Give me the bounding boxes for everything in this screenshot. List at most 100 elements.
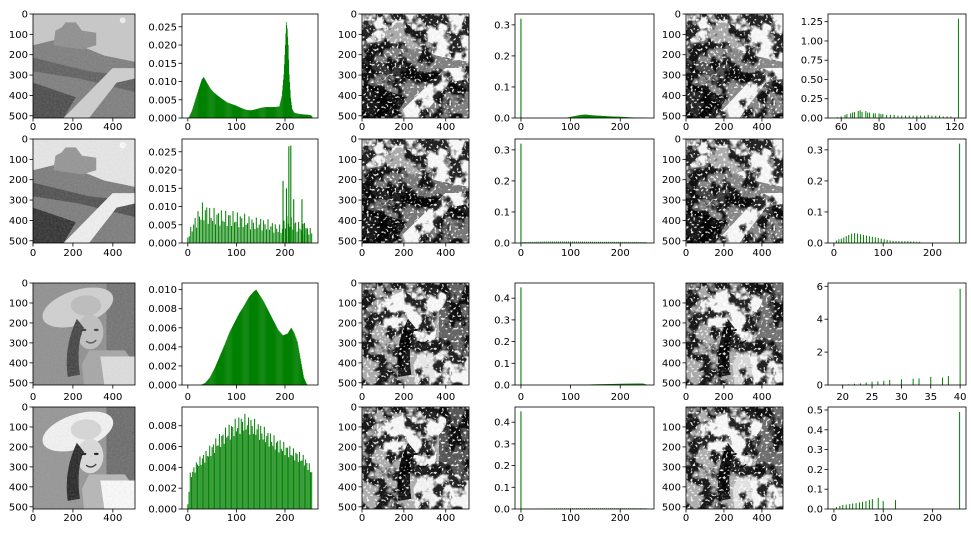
hist-bar: [189, 116, 190, 118]
hist-bar: [603, 116, 605, 118]
hist-bar: [621, 383, 623, 385]
hist-bar: [242, 308, 243, 385]
hist-bar: [288, 74, 290, 118]
hist-bar: [301, 369, 303, 385]
hist-bar: [261, 107, 263, 118]
w-quant-ytick: 500: [662, 111, 681, 122]
hist-bar: [617, 116, 619, 118]
hist-bar: [585, 114, 587, 118]
hist-bar: [307, 114, 309, 118]
hist-bar: [259, 295, 260, 385]
hist-bar: [637, 383, 639, 385]
hist-bar: [645, 242, 647, 243]
hist-spike: [520, 411, 522, 509]
w-eq-hist-bars: [187, 145, 313, 243]
hist-bar: [238, 107, 240, 118]
hist-bar: [641, 383, 642, 385]
hist-bar: [637, 508, 639, 509]
w-orig-ytick: 500: [9, 111, 28, 122]
w-eq-quant-ytick: 400: [662, 216, 681, 227]
hist-bar: [633, 241, 635, 243]
hist-bar: [224, 100, 225, 118]
hist-bar: [889, 114, 891, 118]
hist-bar: [225, 210, 227, 243]
w-eq-image: [33, 139, 135, 243]
w-eq-bitplane-hist-frame: [514, 138, 655, 244]
hist-bar: [240, 310, 242, 385]
hist-bar: [232, 104, 234, 118]
l-orig-ytick: 500: [9, 378, 28, 389]
hist-bar: [616, 116, 618, 118]
l-eq-bitplane-hist-ytick: 0.0: [494, 505, 510, 516]
hist-bar: [274, 107, 275, 118]
w-eq-quant-xtick: 400: [752, 248, 771, 259]
hist-bar: [271, 107, 273, 118]
hist-bar: [913, 241, 915, 243]
hist-bar: [300, 361, 302, 385]
hist-bar: [579, 115, 580, 118]
hist-bar: [625, 383, 627, 385]
hist-bar: [248, 417, 250, 509]
hist-bar: [188, 491, 190, 509]
hist-bar: [596, 115, 598, 118]
hist-bar: [227, 336, 229, 385]
hist-bar: [845, 504, 847, 509]
hist-bar: [243, 306, 244, 385]
hist-bar: [309, 115, 311, 118]
hist-bar: [305, 114, 307, 118]
hist-bar: [206, 381, 207, 385]
hist-bar: [623, 383, 625, 385]
w-bitplane-image: [362, 14, 469, 118]
hist-bar: [252, 110, 254, 118]
hist-bar: [305, 114, 307, 118]
w-eq-quant-hist-ytick: 0.0: [807, 239, 823, 250]
hist-bar: [240, 107, 242, 118]
hist-bar: [288, 331, 290, 385]
l-eq-hist-xtick: 100: [227, 513, 246, 524]
hist-bar: [274, 323, 275, 385]
hist-bar: [292, 330, 294, 385]
hist-bar: [581, 114, 582, 118]
hist-bar: [311, 233, 313, 243]
hist-bar: [207, 83, 208, 118]
hist-bar: [220, 354, 222, 385]
hist-bar: [528, 241, 530, 243]
hist-bar: [249, 110, 250, 118]
hist-bar: [291, 105, 292, 118]
hist-bar: [275, 107, 276, 118]
w-eq-quant-hist-ytick: 0.2: [807, 176, 823, 187]
l-eq-bitplane-ytick: 500: [338, 502, 357, 513]
l-eq-quant-xtick: 200: [714, 513, 733, 524]
hist-bar: [205, 80, 207, 118]
l-eq-xtick: 0: [30, 513, 36, 524]
hist-bar: [291, 455, 293, 509]
hist-bar: [307, 469, 309, 509]
w-quant-speckle: [686, 14, 783, 118]
hist-bar: [626, 117, 627, 118]
hist-bar: [865, 382, 867, 385]
hist-bar: [295, 452, 297, 509]
l-quant-hist-xtick: 40: [954, 392, 967, 403]
hist-bar: [240, 107, 241, 118]
hist-bar: [266, 107, 267, 118]
hist-bar: [224, 100, 226, 118]
w-quant-hist-xtick: 100: [907, 122, 926, 133]
hist-bar: [292, 330, 293, 385]
hist-bar: [239, 107, 241, 118]
hist-bar: [308, 114, 309, 118]
hist-bar: [878, 113, 880, 118]
hist-bar: [601, 508, 603, 509]
hist-bar: [187, 504, 189, 509]
hist-bar: [637, 241, 639, 243]
hist-bar: [619, 508, 621, 509]
hist-bar: [192, 471, 194, 509]
hist-bar: [608, 384, 610, 385]
hist-bar: [263, 426, 265, 509]
hist-bar: [194, 217, 196, 243]
hist-bar: [839, 506, 841, 509]
hist-bar: [207, 84, 209, 118]
hist-bar: [611, 383, 613, 385]
hist-bar: [305, 383, 307, 385]
hist-bar: [530, 241, 532, 243]
hist-bar: [851, 233, 853, 243]
